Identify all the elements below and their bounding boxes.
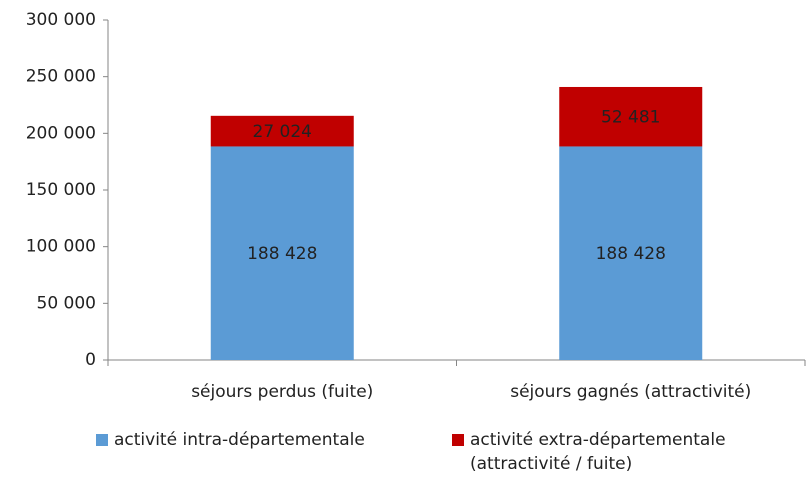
y-tick-label: 300 000 [26,10,96,30]
x-tick-label: séjours gagnés (attractivité) [510,382,751,402]
legend-item: activité extra-départementale (attractiv… [452,428,780,476]
y-tick-label: 50 000 [37,293,96,313]
y-tick-label: 200 000 [26,123,96,143]
x-tick-label: séjours perdus (fuite) [191,382,373,402]
data-label: 27 024 [253,122,312,142]
y-tick-label: 100 000 [26,237,96,257]
data-label: 188 428 [247,244,317,264]
chart: 0 50 000 100 000 150 000 200 000 250 000 300 0… [26,10,806,402]
legend-swatch [452,434,464,446]
bar-segment [559,86,703,147]
y-tick-label: 250 000 [26,67,96,87]
legend-item: activité intra-départementale [96,428,404,452]
legend-label: activité intra-départementale [114,430,365,450]
legend-label: activité extra-départementale (attractiv… [470,430,726,474]
bar-segment [559,146,703,360]
data-label: 52 481 [601,108,660,128]
bar-segment [210,115,354,147]
y-tick-label: 0 [85,350,96,370]
data-label: 188 428 [596,244,666,264]
legend-swatch [96,434,108,446]
bar-segment [210,146,354,360]
y-tick-label: 150 000 [26,180,96,200]
